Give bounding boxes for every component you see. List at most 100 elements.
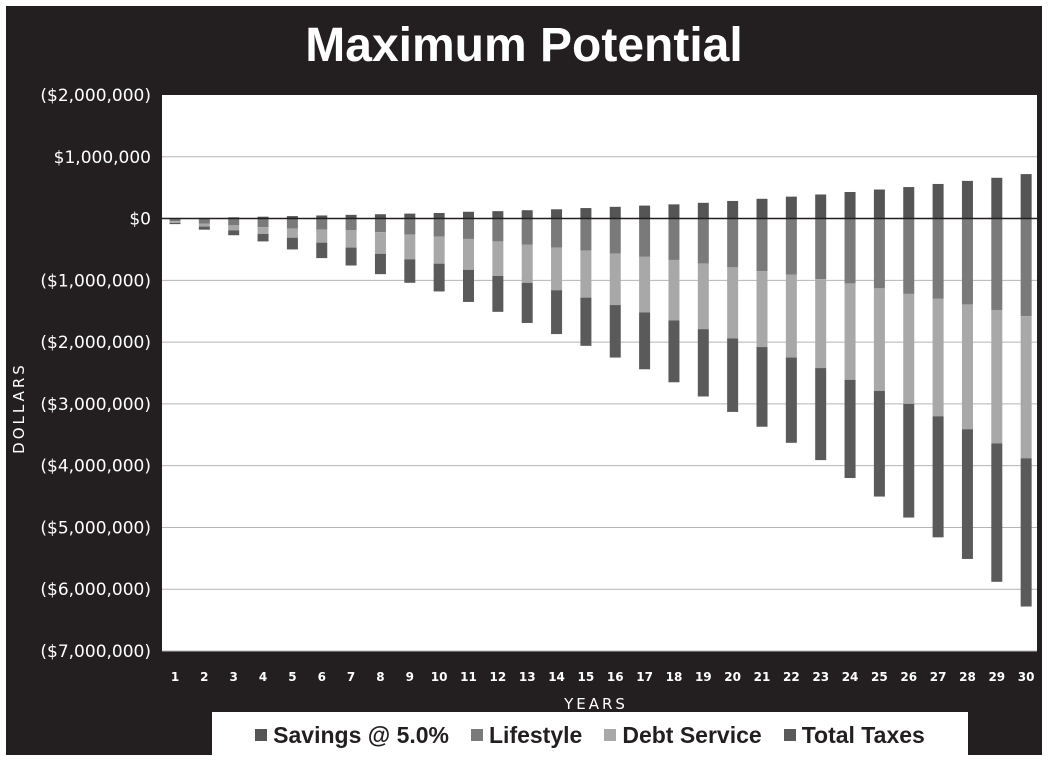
bar-segment-2-year-12	[492, 218, 504, 242]
x-tick-label: 28	[959, 670, 976, 684]
bar-segment-4-year-4	[257, 234, 269, 242]
bar-segment-1-year-4	[257, 216, 269, 219]
legend-swatch	[604, 729, 617, 741]
bar-segment-3-year-20	[727, 267, 739, 339]
legend-item-1: Savings @ 5.0%	[255, 722, 449, 749]
x-tick-label: 19	[695, 670, 712, 684]
bar-segment-4-year-1	[169, 222, 181, 225]
legend-item-4: Total Taxes	[783, 721, 925, 749]
bar-segment-2-year-24	[844, 218, 856, 284]
bar-segment-4-year-9	[404, 259, 416, 283]
bar-segment-1-year-12	[492, 211, 504, 219]
bar-segment-1-year-5	[286, 216, 298, 219]
bar-segment-3-year-29	[991, 309, 1003, 444]
bar-segment-1-year-21	[756, 198, 768, 219]
bar-segment-1-year-9	[404, 213, 416, 219]
bar-segment-3-year-18	[668, 259, 680, 321]
x-tick-label: 25	[871, 670, 888, 684]
x-tick-label: 7	[347, 670, 355, 684]
x-tick-label: 1	[171, 670, 179, 684]
x-tick-label: 20	[724, 670, 741, 684]
bar-segment-3-year-16	[609, 253, 621, 306]
bar-segment-3-year-22	[785, 274, 797, 358]
bar-segment-2-year-19	[697, 218, 709, 264]
y-tick-label: ($6,000,000)	[40, 580, 151, 600]
bar-segment-1-year-22	[785, 196, 797, 219]
bar-segment-3-year-23	[815, 279, 827, 369]
y-axis-label: DOLLARS	[10, 362, 28, 454]
bar-segment-1-year-23	[815, 194, 827, 219]
x-tick-label: 5	[288, 670, 296, 684]
bar-segment-2-year-7	[345, 218, 357, 231]
bar-segment-3-year-30	[1020, 316, 1032, 459]
bar-segment-2-year-6	[316, 218, 328, 230]
y-tick-label: ($1,000,000)	[40, 271, 151, 291]
bar-segment-2-year-23	[815, 218, 827, 280]
x-tick-label: 24	[842, 670, 859, 684]
bar-segment-3-year-24	[844, 283, 856, 380]
bar-segment-3-year-3	[228, 225, 240, 231]
legend-label: Lifestyle	[489, 721, 583, 748]
bar-segment-4-year-8	[374, 253, 386, 275]
y-axis-ticks: ($2,000,000) $1,000,000 $0 ($1,000,000) ($2,…	[40, 86, 151, 662]
bar-segment-2-year-26	[903, 218, 915, 294]
bar-segment-1-year-17	[639, 205, 651, 219]
bar-segment-2-year-15	[580, 218, 592, 251]
y-tick-label: ($2,000,000)	[40, 333, 151, 353]
legend-label: Debt Service	[622, 721, 762, 748]
legend-item-2: Lifestyle	[471, 722, 582, 749]
bar-segment-2-year-22	[785, 218, 797, 275]
bar-segment-2-year-3	[228, 218, 240, 226]
bar-segment-3-year-1	[169, 221, 181, 223]
bar-segment-3-year-7	[345, 230, 357, 248]
bar-segment-1-year-18	[668, 204, 680, 219]
bar-segment-1-year-10	[433, 212, 445, 219]
y-tick-label: ($4,000,000)	[40, 457, 151, 477]
bar-segment-1-year-14	[551, 209, 563, 219]
legend-label: Savings @ 5.0%	[273, 721, 449, 748]
y-tick-label: ($5,000,000)	[40, 518, 151, 538]
x-tick-label: 2	[200, 670, 208, 684]
bar-segment-3-year-5	[286, 228, 298, 238]
bar-segment-4-year-19	[697, 329, 709, 397]
bar-segment-2-year-29	[991, 218, 1003, 310]
x-tick-label: 6	[318, 670, 326, 684]
legend-item-3: Debt Service	[604, 721, 762, 749]
bar-segment-1-year-29	[991, 177, 1003, 219]
bar-segment-4-year-15	[580, 297, 592, 346]
bar-segment-4-year-23	[815, 368, 827, 461]
bar-segment-4-year-18	[668, 320, 680, 383]
legend-label: Total Taxes	[801, 721, 925, 748]
bar-segment-2-year-11	[463, 218, 474, 239]
x-tick-label: 11	[460, 670, 477, 684]
bar-segment-1-year-25	[873, 189, 885, 219]
bar-segment-1-year-11	[463, 211, 474, 219]
bar-segment-3-year-19	[697, 263, 709, 330]
x-tick-label: 21	[754, 670, 771, 684]
bar-segment-1-year-27	[932, 183, 944, 219]
x-tick-label: 30	[1018, 670, 1035, 684]
bar-segment-4-year-20	[727, 338, 739, 412]
bar-segment-3-year-6	[316, 229, 328, 243]
bar-segment-4-year-27	[932, 416, 944, 538]
bar-segment-4-year-7	[345, 247, 357, 266]
x-tick-label: 18	[666, 670, 683, 684]
legend-swatch	[471, 729, 483, 741]
bar-segment-1-year-30	[1020, 174, 1032, 219]
legend-swatch	[255, 729, 268, 741]
bar-segment-2-year-20	[727, 218, 739, 268]
x-tick-label: 12	[489, 670, 506, 684]
bar-segment-2-year-16	[609, 218, 621, 254]
bar-segment-2-year-21	[756, 218, 768, 272]
bar-segment-2-year-8	[374, 218, 386, 233]
bar-segment-3-year-10	[433, 236, 445, 264]
x-axis-ticks: 1 2 3 4 5 6 7 8 9 10 11 12 13 14 15 16 17 18 19 20 21 22 23 24 2…	[171, 670, 1035, 684]
y-tick-label: $1,000,000	[54, 148, 151, 168]
bar-segment-2-year-25	[873, 218, 885, 289]
plot-area	[162, 95, 1037, 651]
bar-segment-3-year-13	[521, 244, 533, 283]
bar-segment-2-year-14	[551, 218, 563, 248]
bar-segment-1-year-19	[697, 202, 709, 219]
bar-segment-2-year-27	[932, 218, 944, 299]
bar-segment-4-year-26	[903, 403, 915, 518]
